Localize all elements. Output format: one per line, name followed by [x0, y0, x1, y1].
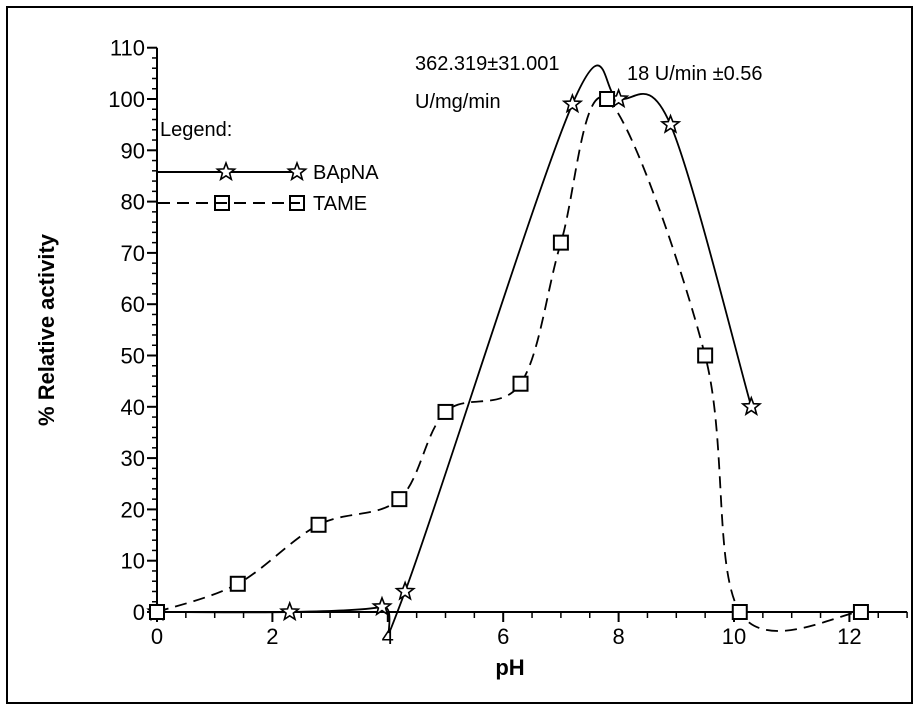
- data-point-tame: [697, 347, 714, 364]
- data-point-tame: [731, 604, 748, 620]
- x-tick-label: 2: [266, 624, 278, 649]
- legend: Legend: BApNA TAME: [158, 119, 379, 215]
- y-tick-label: 110: [110, 36, 145, 61]
- tame-annotation: 18 U/min ±0.56: [627, 63, 763, 85]
- bapna-annotation-unit: U/mg/min: [415, 91, 501, 113]
- y-tick-label: 10: [121, 549, 145, 574]
- data-point-tame: [437, 403, 454, 420]
- data-point-bapna: [394, 580, 416, 601]
- series-line-bapna: [156, 64, 753, 634]
- y-tick-label: 100: [108, 87, 145, 112]
- y-tick-label: 0: [133, 600, 145, 625]
- x-tick-label: 12: [837, 624, 861, 649]
- x-tick-label: 0: [151, 624, 163, 649]
- x-axis-title: pH: [495, 655, 524, 680]
- data-point-bapna: [740, 395, 763, 416]
- data-point-tame: [310, 516, 327, 533]
- axes-layer: [156, 47, 908, 613]
- x-tick-label: 8: [612, 624, 624, 649]
- y-tick-label: 50: [121, 344, 145, 369]
- legend-marker-star: [286, 160, 308, 182]
- data-point-bapna: [659, 113, 682, 134]
- data-point-tame: [599, 91, 616, 107]
- legend-marker-star: [215, 160, 237, 182]
- y-tick-label: 70: [121, 241, 145, 266]
- data-point-bapna: [371, 595, 393, 617]
- data-point-tame: [512, 375, 529, 392]
- y-tick-label: 30: [121, 446, 145, 471]
- data-point-tame: [391, 491, 408, 508]
- y-tick-label: 20: [121, 497, 145, 522]
- legend-title: Legend:: [160, 119, 232, 141]
- y-tick-label: 60: [121, 292, 145, 317]
- data-point-tame: [229, 575, 246, 592]
- y-axis-title: % Relative activity: [34, 233, 59, 426]
- data-point-bapna: [279, 600, 301, 622]
- y-tick-label: 40: [121, 395, 145, 420]
- data-point-tame: [552, 234, 569, 251]
- data-point-bapna: [561, 92, 584, 114]
- y-tick-label: 80: [121, 190, 145, 215]
- series-layer: [156, 64, 861, 634]
- data-point-tame: [852, 604, 869, 620]
- legend-label-bapna: BApNA: [313, 162, 379, 184]
- x-tick-label: 6: [497, 624, 509, 649]
- series-line-tame: [156, 96, 861, 632]
- y-tick-label: 90: [121, 138, 145, 163]
- marker-layer: [146, 87, 869, 622]
- data-point-tame: [149, 604, 165, 620]
- legend-label-tame: TAME: [313, 193, 367, 215]
- bapna-annotation-value: 362.319±31.001: [415, 53, 559, 75]
- x-tick-label: 10: [722, 624, 746, 649]
